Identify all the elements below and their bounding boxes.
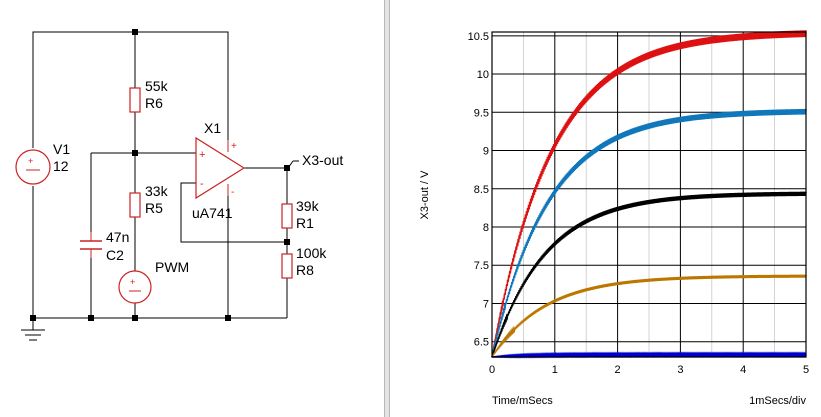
svg-text:-: - [200, 178, 204, 190]
x-tick-label: 4 [740, 364, 746, 376]
v1-name: V1 [53, 141, 70, 157]
r6-name: R6 [145, 95, 163, 111]
x1-opamp[interactable]: + - + - X1 uA741 [192, 120, 246, 221]
r5-value: 33k [145, 183, 169, 199]
c2-name: C2 [106, 247, 124, 263]
svg-text:-: - [231, 187, 234, 198]
x-tick-label: 2 [615, 364, 621, 376]
x3-out-probe[interactable]: X3-out [287, 152, 343, 169]
y-tick-label: 7 [483, 298, 489, 310]
r8-value: 100k [296, 245, 327, 261]
x-tick-label: 0 [489, 364, 495, 376]
r1-resistor[interactable]: 39k R1 [281, 198, 320, 231]
y-tick-label: 10.5 [468, 31, 489, 43]
c2-capacitor[interactable]: 47n C2 [80, 229, 129, 263]
r8-name: R8 [296, 262, 314, 278]
scale-note: 1mSecs/div [749, 395, 806, 407]
r1-value: 39k [296, 198, 320, 214]
junctions [30, 29, 290, 321]
series-line-2 [491, 108, 807, 358]
series-line-4 [491, 274, 807, 358]
r8-resistor[interactable]: 100k R8 [281, 245, 327, 279]
y-tick-label: 9.5 [474, 107, 489, 119]
r6-resistor[interactable]: 55k R6 [129, 78, 169, 113]
v1-value: 12 [53, 158, 69, 174]
y-axis-label: X3-out / V [419, 170, 431, 220]
x-tick-labels: 0 1 2 3 4 5 [489, 364, 809, 376]
pane-divider[interactable] [384, 0, 390, 417]
x-axis-label: Time/mSecs [492, 395, 553, 407]
svg-text:+: + [130, 277, 135, 287]
x-tick-label: 3 [677, 364, 683, 376]
pwm-name: PWM [155, 259, 189, 275]
wires [21, 31, 288, 341]
y-tick-label: 9 [483, 146, 489, 158]
plot-border [491, 31, 807, 358]
pwm-source[interactable]: + PWM [118, 259, 189, 304]
y-tick-labels: 6.5 7 7.5 8 8.5 9 9.5 10 10.5 [468, 31, 489, 349]
series-line-5 [491, 351, 807, 359]
y-tick-label: 8 [483, 222, 489, 234]
x1-model: uA741 [192, 205, 233, 221]
probe-label: X3-out [302, 152, 343, 168]
r5-resistor[interactable]: 33k R5 [129, 183, 169, 218]
y-tick-label: 6.5 [474, 337, 489, 349]
series-line-3 [491, 191, 807, 358]
schematic: + V1 12 55k R6 33k R5 47n C2 + PWM + - [15, 29, 343, 341]
v1-source[interactable]: + V1 12 [15, 141, 70, 185]
grid [492, 32, 806, 357]
y-tick-label: 10 [477, 69, 489, 81]
x-tick-label: 5 [803, 364, 809, 376]
c2-value: 47n [106, 229, 129, 245]
y-tick-label: 7.5 [474, 260, 489, 272]
svg-text:+: + [231, 141, 237, 152]
svg-text:+: + [199, 149, 205, 161]
x-tick-label: 1 [552, 364, 558, 376]
series-line-1 [491, 30, 807, 358]
series-group [491, 30, 807, 359]
svg-text:+: + [28, 156, 33, 166]
y-tick-label: 8.5 [474, 184, 489, 196]
r6-value: 55k [145, 78, 169, 94]
r1-name: R1 [296, 215, 314, 231]
r5-name: R5 [145, 200, 163, 216]
x1-name: X1 [204, 120, 221, 136]
